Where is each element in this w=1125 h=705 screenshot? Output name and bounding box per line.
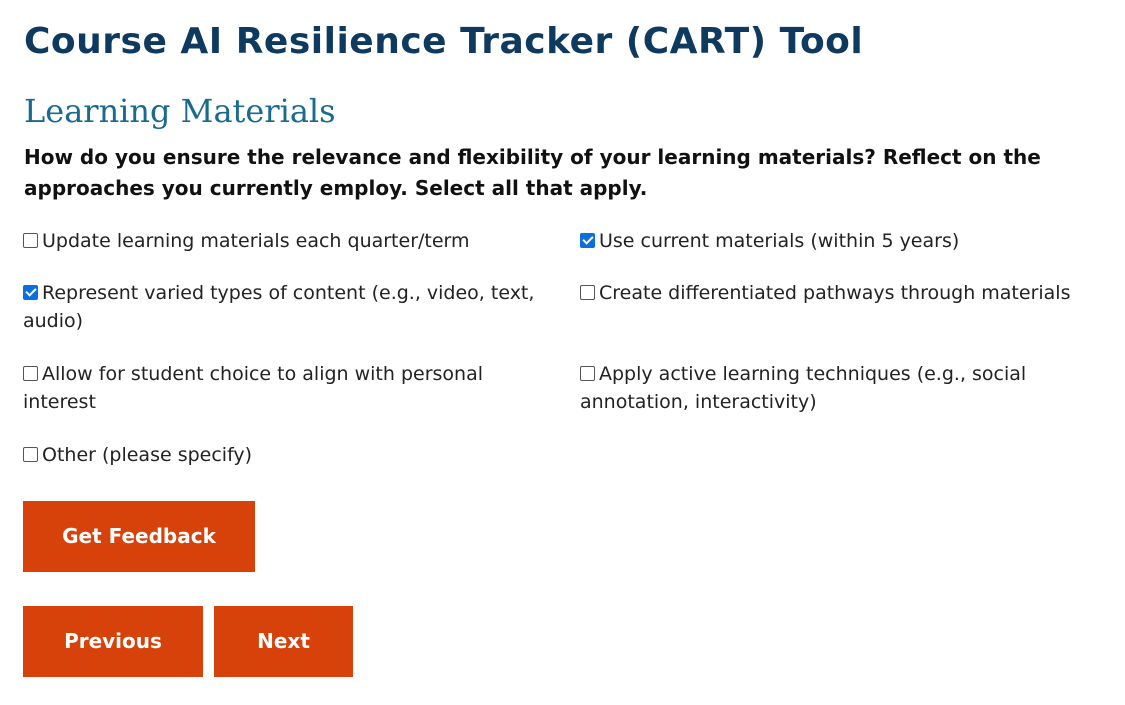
section-title: Learning Materials [24,92,336,130]
option-student-choice[interactable]: Allow for student choice to align with p… [23,360,558,416]
option-differentiated-pathways[interactable]: Create differentiated pathways through m… [580,279,1100,307]
option-label: Use current materials (within 5 years) [599,230,960,252]
next-button[interactable]: Next [214,606,353,677]
option-active-learning[interactable]: Apply active learning techniques (e.g., … [580,360,1100,416]
option-label: Other (please specify) [42,444,253,466]
page-title: Course AI Resilience Tracker (CART) Tool [24,21,864,62]
checkbox[interactable] [23,233,38,248]
option-label: Represent varied types of content (e.g.,… [23,282,535,332]
get-feedback-button[interactable]: Get Feedback [23,501,255,572]
option-label: Allow for student choice to align with p… [23,363,484,413]
checkbox[interactable] [580,285,595,300]
option-label: Create differentiated pathways through m… [599,282,1071,304]
option-current-materials[interactable]: Use current materials (within 5 years) [580,227,1100,255]
option-varied-content[interactable]: Represent varied types of content (e.g.,… [23,279,558,335]
checkbox[interactable] [580,233,595,248]
option-label: Apply active learning techniques (e.g., … [580,363,1027,413]
checkbox[interactable] [23,366,38,381]
option-update-materials[interactable]: Update learning materials each quarter/t… [23,227,558,255]
checkbox[interactable] [23,447,38,462]
checkbox[interactable] [580,366,595,381]
option-label: Update learning materials each quarter/t… [42,230,470,252]
previous-button[interactable]: Previous [23,606,203,677]
option-other[interactable]: Other (please specify) [23,441,558,469]
question-text: How do you ensure the relevance and flex… [24,145,1041,200]
checkbox[interactable] [23,285,38,300]
